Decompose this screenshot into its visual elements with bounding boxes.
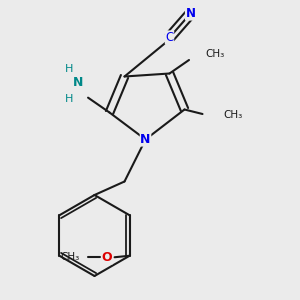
Text: CH₃: CH₃ bbox=[61, 252, 80, 262]
Text: H: H bbox=[65, 64, 73, 74]
Text: C: C bbox=[165, 31, 174, 44]
Text: O: O bbox=[102, 251, 112, 264]
Text: N: N bbox=[73, 76, 83, 89]
Text: N: N bbox=[140, 133, 151, 146]
Text: CH₃: CH₃ bbox=[224, 110, 243, 121]
Text: CH₃: CH₃ bbox=[206, 49, 225, 59]
Text: H: H bbox=[65, 94, 73, 104]
Text: N: N bbox=[185, 7, 196, 20]
